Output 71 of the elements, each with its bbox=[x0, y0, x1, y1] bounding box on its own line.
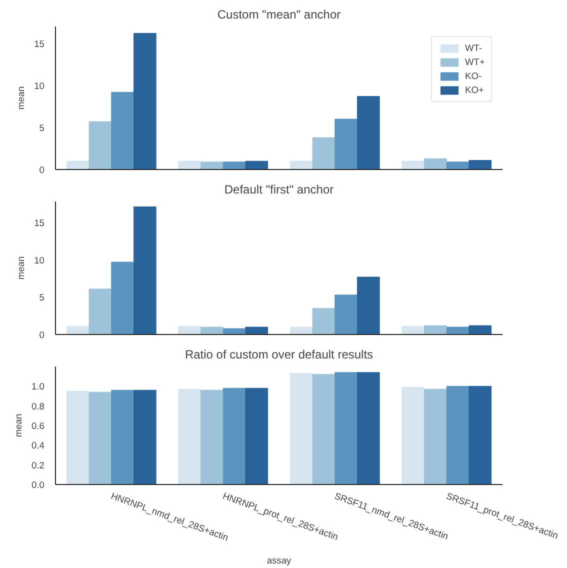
bar bbox=[66, 390, 90, 484]
bar bbox=[66, 326, 90, 334]
bar bbox=[178, 160, 202, 170]
bar bbox=[290, 326, 313, 334]
y-tick-label: 1.0 bbox=[32, 382, 44, 392]
bar bbox=[245, 326, 268, 334]
bar bbox=[312, 308, 336, 334]
bar bbox=[111, 390, 134, 484]
bar bbox=[356, 276, 380, 334]
y-axis-title: mean bbox=[14, 414, 24, 438]
bar bbox=[468, 325, 492, 334]
chart-title: Ratio of custom over default results bbox=[184, 348, 374, 362]
bar bbox=[200, 326, 224, 334]
bar bbox=[446, 386, 470, 484]
bar bbox=[402, 326, 425, 334]
bar bbox=[424, 325, 447, 334]
y-tick-label: 0.8 bbox=[32, 401, 44, 412]
bar bbox=[245, 388, 268, 484]
bar bbox=[312, 137, 336, 170]
legend-label: KO+ bbox=[465, 85, 485, 95]
bar bbox=[468, 386, 492, 484]
x-axis-title: assay bbox=[266, 555, 292, 566]
bar bbox=[356, 96, 380, 170]
bar bbox=[446, 326, 470, 334]
bar bbox=[334, 372, 358, 484]
bar bbox=[88, 288, 112, 334]
legend-label: WT+ bbox=[465, 57, 485, 67]
y-tick-label: 0.4 bbox=[32, 440, 44, 451]
bar bbox=[290, 373, 313, 484]
y-tick-label: 0.6 bbox=[32, 421, 44, 431]
y-tick-label: 0.2 bbox=[32, 460, 44, 470]
y-tick-label: 10 bbox=[34, 255, 45, 266]
bar bbox=[424, 158, 447, 170]
bar bbox=[88, 392, 112, 484]
bar bbox=[222, 162, 246, 170]
bar bbox=[446, 162, 470, 170]
bar bbox=[468, 160, 492, 170]
y-tick-label: 15 bbox=[34, 38, 45, 49]
bar bbox=[111, 262, 134, 334]
y-tick-label: 5 bbox=[39, 122, 45, 133]
bar bbox=[133, 32, 156, 170]
y-tick-label: 0 bbox=[39, 165, 45, 175]
bar bbox=[424, 388, 447, 484]
bar bbox=[402, 386, 425, 484]
bar bbox=[402, 160, 425, 170]
bar bbox=[200, 162, 224, 170]
bar bbox=[334, 294, 358, 334]
bar bbox=[111, 92, 134, 170]
bar bbox=[133, 390, 156, 484]
chart-title: Default "first" anchor bbox=[224, 182, 334, 196]
bar bbox=[133, 206, 156, 334]
y-axis-title: mean bbox=[16, 86, 26, 110]
y-tick-label: 0 bbox=[39, 330, 45, 340]
bar bbox=[222, 388, 246, 484]
chart-title: Custom "mean" anchor bbox=[217, 8, 341, 22]
legend-label: KO- bbox=[465, 71, 483, 81]
bar bbox=[245, 160, 268, 170]
bar bbox=[334, 118, 358, 170]
bar bbox=[356, 372, 380, 484]
bar bbox=[178, 388, 202, 484]
bar bbox=[200, 390, 224, 484]
bar bbox=[88, 121, 112, 170]
legend-label: WT- bbox=[465, 43, 484, 53]
y-tick-label: 10 bbox=[34, 80, 45, 91]
bar bbox=[312, 374, 336, 484]
y-axis-title: mean bbox=[16, 256, 26, 280]
y-tick-label: 0.0 bbox=[32, 480, 44, 490]
y-tick-label: 15 bbox=[34, 218, 45, 228]
y-tick-label: 5 bbox=[39, 292, 45, 303]
bar bbox=[222, 328, 246, 334]
bar bbox=[178, 326, 202, 334]
